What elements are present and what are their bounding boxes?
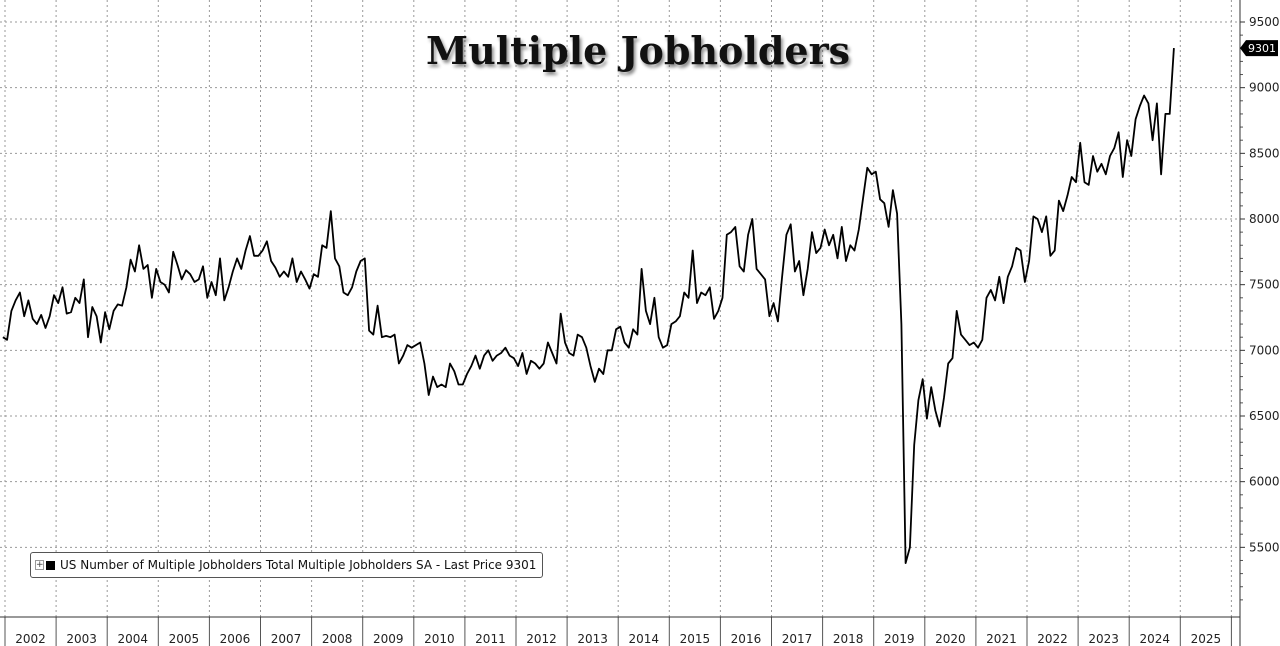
xtick-label: 2013 [577, 632, 608, 646]
xtick-label: 2022 [1037, 632, 1068, 646]
xtick-label: 2017 [782, 632, 813, 646]
xtick-label: 2011 [475, 632, 506, 646]
xtick-label: 2012 [526, 632, 557, 646]
xtick-label: 2007 [271, 632, 302, 646]
xtick-label: 2020 [935, 632, 966, 646]
ytick-label: 6500 [1249, 409, 1280, 423]
ytick-label: 9000 [1249, 81, 1280, 95]
xtick-label: 2025 [1191, 632, 1222, 646]
last-value-label: 9301 [1248, 42, 1276, 55]
xtick-label: 2003 [66, 632, 97, 646]
xtick-label: 2023 [1088, 632, 1119, 646]
xtick-label: 2008 [322, 632, 353, 646]
value-labels: 9301 [1240, 40, 1278, 57]
xtick-label: 2015 [680, 632, 711, 646]
xtick-label: 2002 [15, 632, 46, 646]
xtick-label: 2005 [169, 632, 200, 646]
expand-icon[interactable]: + [35, 560, 44, 570]
xtick-label: 2019 [884, 632, 915, 646]
legend-swatch [46, 560, 55, 570]
ytick-label: 7500 [1249, 278, 1280, 292]
xtick-label: 2010 [424, 632, 455, 646]
xtick-label: 2004 [117, 632, 148, 646]
ytick-label: 7000 [1249, 343, 1280, 357]
xtick-label: 2014 [628, 632, 659, 646]
xtick-label: 2006 [220, 632, 251, 646]
xtick-label: 2024 [1139, 632, 1170, 646]
series-layer [2, 48, 1175, 564]
xtick-label: 2021 [986, 632, 1017, 646]
ytick-label: 6000 [1249, 475, 1280, 489]
xtick-label: 2016 [731, 632, 762, 646]
xtick-label: 2009 [373, 632, 404, 646]
series-line [2, 48, 1175, 564]
xtick-label: 2018 [833, 632, 864, 646]
ytick-label: 9500 [1249, 15, 1280, 29]
legend-label: US Number of Multiple Jobholders Total M… [60, 558, 537, 572]
ytick-label: 8500 [1249, 146, 1280, 160]
grid [0, 0, 1240, 617]
legend[interactable]: + US Number of Multiple Jobholders Total… [30, 552, 544, 578]
chart-title: Multiple Jobholders [426, 28, 850, 73]
ytick-label: 8000 [1249, 212, 1280, 226]
last-value-box [1240, 40, 1278, 57]
ytick-label: 5500 [1249, 540, 1280, 554]
